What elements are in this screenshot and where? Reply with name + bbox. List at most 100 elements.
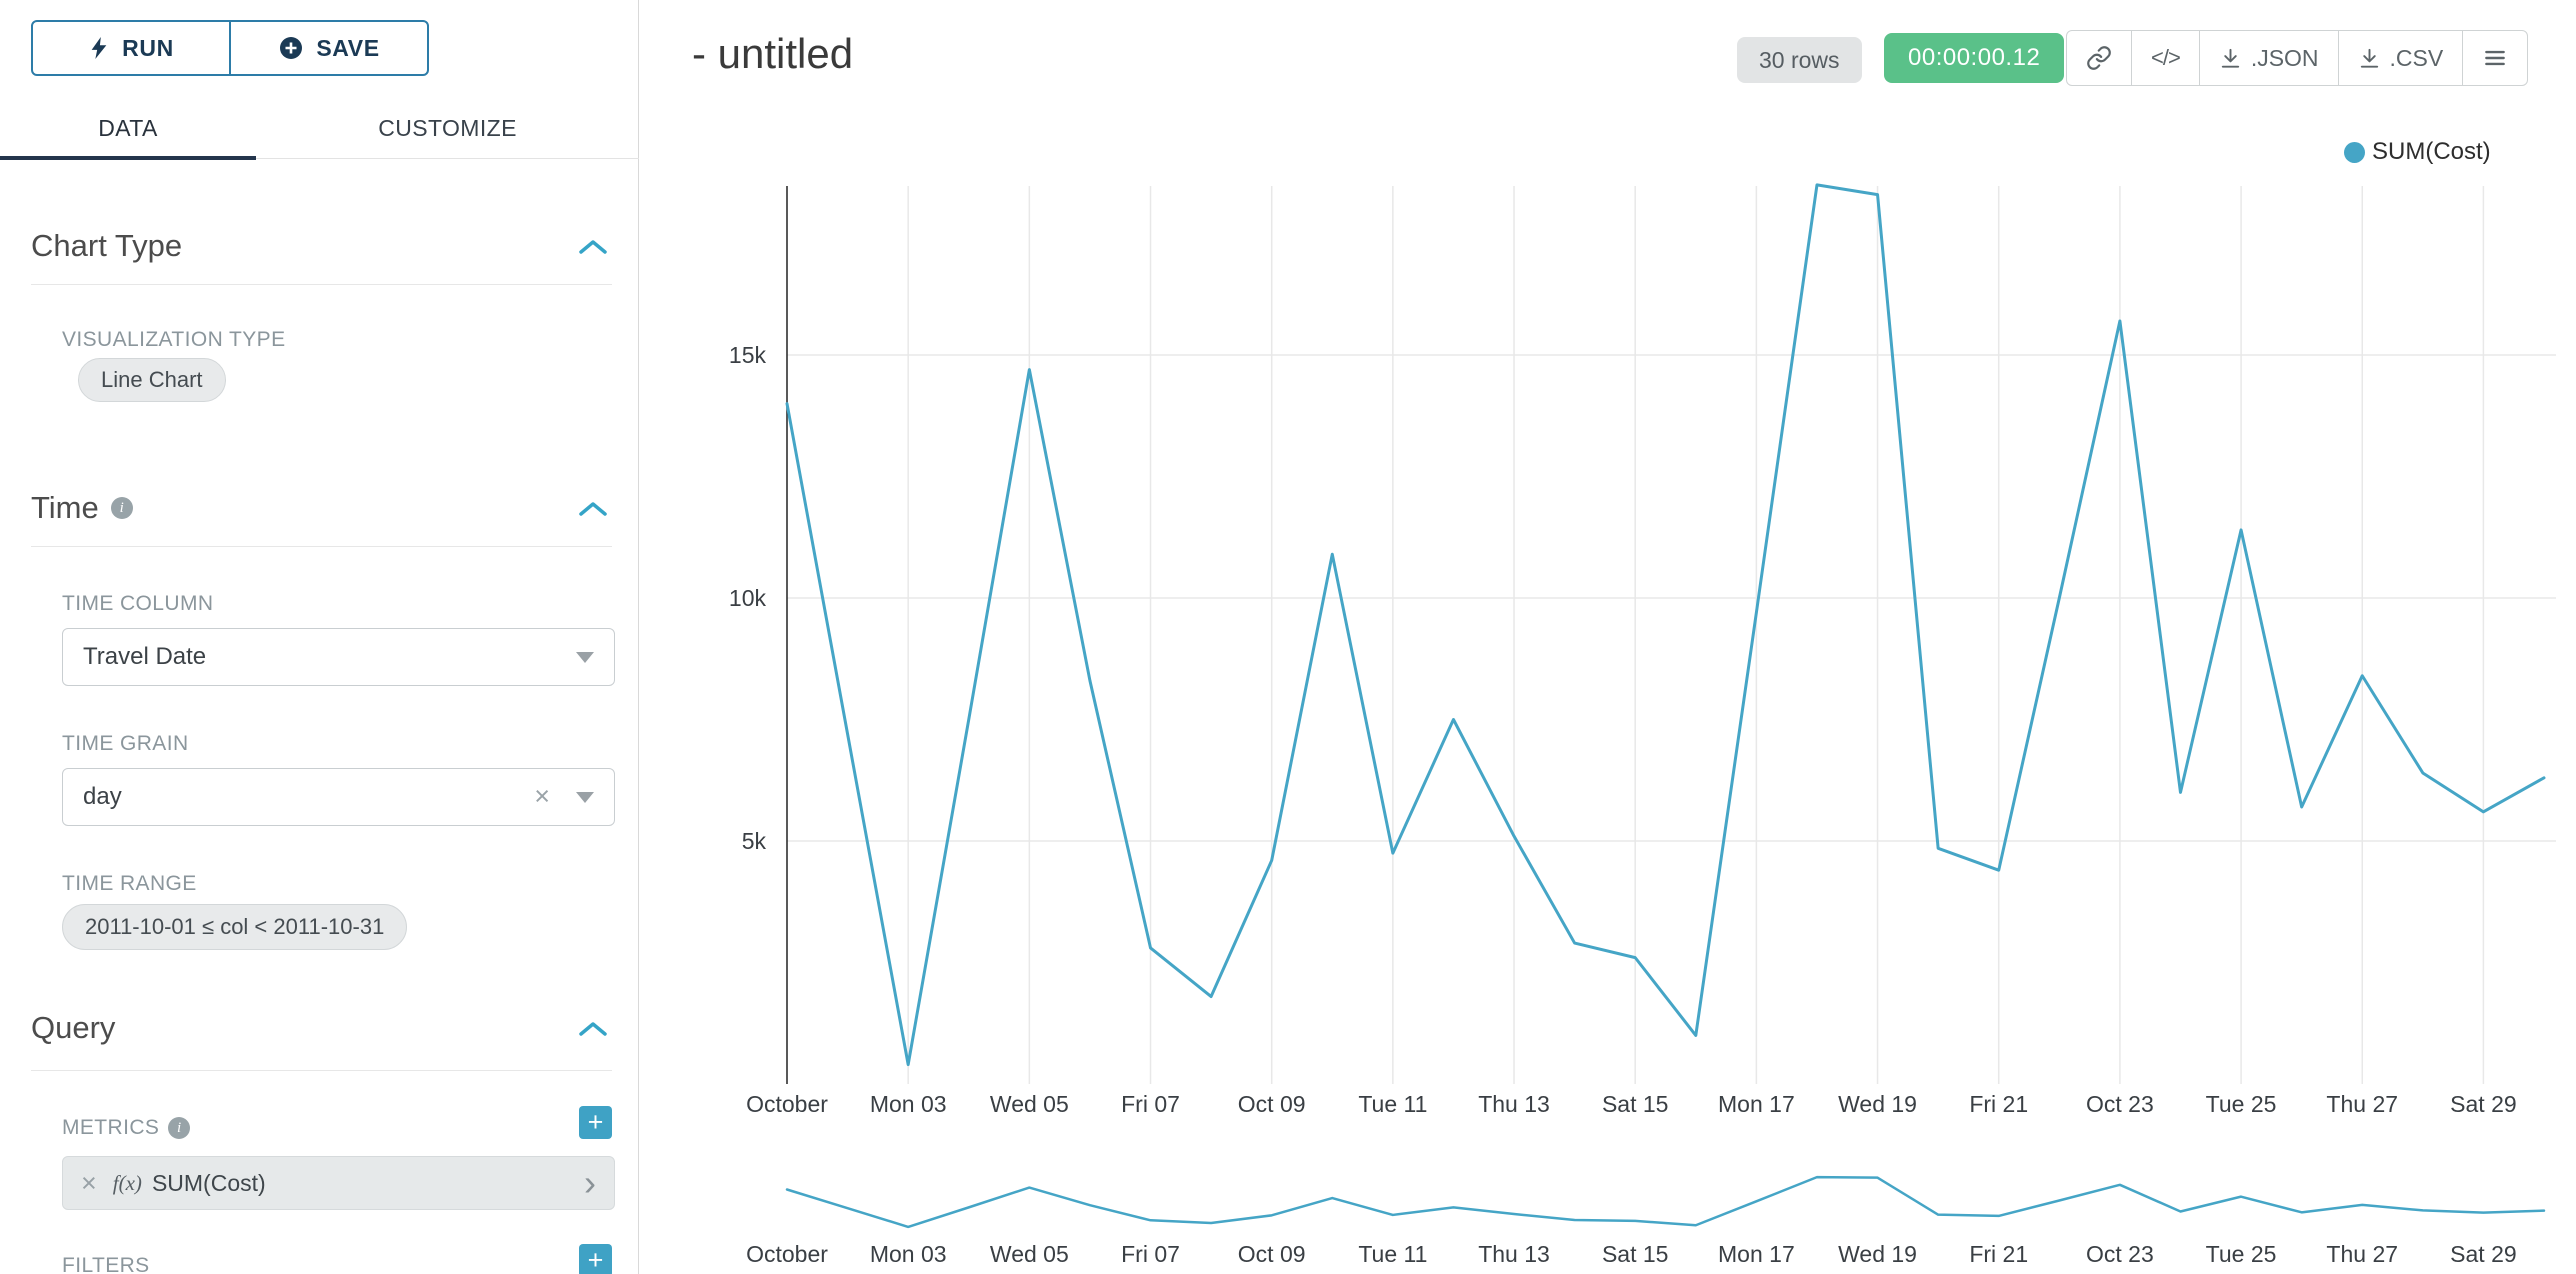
code-icon: </> — [2151, 45, 2181, 70]
svg-text:Oct 23: Oct 23 — [2086, 1241, 2154, 1267]
svg-text:Mon 17: Mon 17 — [1718, 1241, 1795, 1267]
download-icon — [2221, 48, 2239, 68]
plus-circle-icon — [280, 37, 303, 59]
add-metric-button[interactable]: + — [579, 1106, 612, 1139]
query-actions: RUN SAVE — [31, 20, 429, 76]
chart-title[interactable]: - untitled — [692, 30, 854, 77]
link-icon — [2087, 46, 2111, 70]
export-csv-button[interactable]: .CSV — [2337, 30, 2464, 86]
chevron-up-icon[interactable] — [578, 1020, 608, 1043]
time-column-label: TIME COLUMN — [62, 592, 214, 615]
export-toolbar: </> .JSON .CSV — [2066, 30, 2529, 86]
function-icon: f(x) — [112, 1170, 142, 1195]
save-button-label: SAVE — [316, 34, 380, 61]
svg-text:Mon 03: Mon 03 — [870, 1241, 947, 1267]
panel-tabs: DATA CUSTOMIZE — [0, 97, 639, 160]
time-range-value[interactable]: 2011-10-01 ≤ col < 2011-10-31 — [62, 904, 408, 950]
svg-text:Thu 13: Thu 13 — [1478, 1241, 1550, 1267]
hamburger-menu-icon — [2485, 50, 2506, 66]
svg-text:Sat 15: Sat 15 — [1602, 1091, 1669, 1117]
tab-data[interactable]: DATA — [0, 97, 256, 160]
chevron-up-icon[interactable] — [578, 500, 608, 523]
tab-customize-label: CUSTOMIZE — [378, 114, 517, 141]
info-icon: i — [168, 1117, 191, 1139]
svg-text:Fri 07: Fri 07 — [1121, 1241, 1180, 1267]
svg-text:Sat 29: Sat 29 — [2450, 1091, 2517, 1117]
time-column-value: Travel Date — [83, 643, 207, 670]
svg-text:Oct 09: Oct 09 — [1238, 1241, 1306, 1267]
metric-chip[interactable]: × f(x) SUM(Cost) › — [62, 1156, 615, 1210]
svg-text:Wed 05: Wed 05 — [990, 1091, 1069, 1117]
svg-text:Wed 19: Wed 19 — [1838, 1091, 1917, 1117]
plus-icon: + — [587, 1245, 604, 1274]
svg-text:15k: 15k — [729, 342, 767, 368]
svg-text:Oct 23: Oct 23 — [2086, 1091, 2154, 1117]
svg-text:Fri 21: Fri 21 — [1969, 1091, 2028, 1117]
time-range-label: TIME RANGE — [62, 872, 197, 895]
time-section-title: Time i — [31, 490, 133, 526]
remove-metric-icon[interactable]: × — [81, 1167, 97, 1198]
divider — [31, 284, 612, 285]
export-json-button[interactable]: .JSON — [2198, 30, 2339, 86]
metrics-label: METRICS i — [62, 1116, 191, 1140]
svg-text:Fri 07: Fri 07 — [1121, 1091, 1180, 1117]
clear-icon[interactable]: × — [534, 780, 550, 811]
svg-text:Sat 29: Sat 29 — [2450, 1241, 2517, 1267]
row-count-badge: 30 rows — [1737, 37, 1862, 83]
time-grain-label: TIME GRAIN — [62, 732, 189, 755]
chevron-up-icon[interactable] — [578, 238, 608, 261]
chevron-right-icon[interactable]: › — [584, 1162, 596, 1203]
svg-text:Mon 17: Mon 17 — [1718, 1091, 1795, 1117]
visualization-type-value[interactable]: Line Chart — [78, 358, 226, 402]
svg-text:10k: 10k — [729, 585, 767, 611]
plus-icon: + — [587, 1107, 604, 1137]
run-button-label: RUN — [122, 34, 174, 61]
chart-legend[interactable]: SUM(Cost) — [2344, 138, 2491, 166]
time-column-select[interactable]: Travel Date — [62, 628, 615, 686]
svg-text:Tue 25: Tue 25 — [2206, 1091, 2277, 1117]
filters-label: FILTERS — [62, 1254, 150, 1274]
svg-text:Tue 25: Tue 25 — [2206, 1241, 2277, 1267]
visualization-type-label: VISUALIZATION TYPE — [62, 328, 286, 351]
bolt-icon — [91, 37, 107, 59]
svg-text:Wed 05: Wed 05 — [990, 1241, 1069, 1267]
add-filter-button[interactable]: + — [579, 1244, 612, 1274]
svg-text:Thu 13: Thu 13 — [1478, 1091, 1550, 1117]
download-icon — [2360, 48, 2378, 68]
svg-text:Tue 11: Tue 11 — [1358, 1241, 1427, 1267]
share-link-button[interactable] — [2066, 30, 2132, 86]
svg-text:Thu 27: Thu 27 — [2326, 1091, 2398, 1117]
save-button[interactable]: SAVE — [229, 20, 429, 76]
svg-text:Fri 21: Fri 21 — [1969, 1241, 2028, 1267]
svg-text:Oct 09: Oct 09 — [1238, 1091, 1306, 1117]
svg-text:Tue 11: Tue 11 — [1358, 1091, 1427, 1117]
svg-text:Mon 03: Mon 03 — [870, 1091, 947, 1117]
tab-customize[interactable]: CUSTOMIZE — [256, 97, 639, 159]
legend-series-label: SUM(Cost) — [2372, 138, 2491, 165]
info-icon: i — [110, 497, 133, 519]
svg-text:Thu 27: Thu 27 — [2326, 1241, 2398, 1267]
legend-series-dot — [2344, 141, 2365, 163]
query-timer-badge: 00:00:00.12 — [1884, 33, 2065, 83]
tab-data-label: DATA — [98, 114, 158, 141]
svg-text:October: October — [746, 1091, 828, 1117]
export-json-label: .JSON — [2250, 44, 2319, 71]
svg-text:October: October — [746, 1241, 828, 1267]
svg-text:Wed 19: Wed 19 — [1838, 1241, 1917, 1267]
caret-down-icon — [576, 792, 594, 803]
caret-down-icon — [576, 652, 594, 663]
view-query-button[interactable]: </> — [2131, 30, 2200, 86]
time-grain-value: day — [83, 783, 122, 810]
run-button[interactable]: RUN — [31, 20, 231, 76]
svg-text:Sat 15: Sat 15 — [1602, 1241, 1669, 1267]
time-grain-select[interactable]: day × — [62, 768, 615, 826]
control-panel-sidebar: RUN SAVE DATA CUSTOMIZE Chart Type — [0, 0, 639, 1274]
menu-button[interactable] — [2462, 30, 2529, 86]
export-csv-label: .CSV — [2389, 44, 2444, 71]
divider — [31, 1070, 612, 1071]
metric-chip-label: SUM(Cost) — [151, 1169, 266, 1196]
chart-type-section-title: Chart Type — [31, 228, 183, 263]
query-section-title: Query — [31, 1010, 116, 1045]
